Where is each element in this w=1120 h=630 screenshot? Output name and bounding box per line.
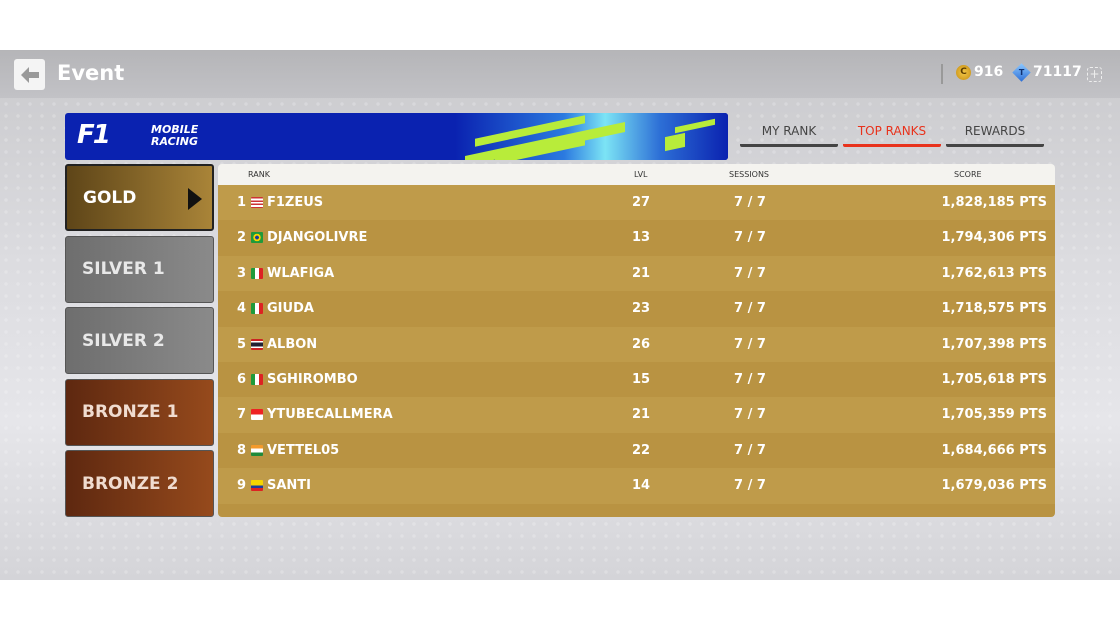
table-row[interactable]: 8 VETTEL05 22 7 / 7 1,684,666 PTS (218, 432, 1055, 469)
flag-icon (251, 444, 263, 456)
event-banner: F1 MOBILE RACING (65, 113, 728, 160)
tier-gold[interactable]: GOLD (65, 164, 214, 231)
player-name: ALBON (267, 336, 318, 352)
coin-balance: C 916 (956, 64, 1003, 80)
coin-icon: C (956, 64, 971, 80)
sessions-cell: 7 / 7 (734, 265, 766, 281)
rank-cell: 3 (236, 265, 246, 281)
flag-icon (251, 373, 263, 385)
score-cell: 1,705,618 PTS (941, 371, 1047, 387)
tier-silver-2[interactable]: SILVER 2 (65, 307, 214, 374)
rank-cell: 9 (236, 478, 246, 494)
level-cell: 15 (631, 371, 651, 387)
flag-icon (251, 303, 263, 315)
tier-bronze-1[interactable]: BRONZE 1 (65, 378, 214, 446)
table-row[interactable]: 4 GIUDA 23 7 / 7 1,718,575 PTS (218, 291, 1055, 327)
arrow-left-icon (20, 66, 39, 83)
sessions-cell: 7 / 7 (734, 230, 766, 246)
table-row[interactable]: 6 SGHIROMBO 15 7 / 7 1,705,618 PTS (218, 361, 1055, 398)
level-cell: 22 (631, 442, 651, 458)
score-cell: 1,718,575 PTS (941, 301, 1047, 317)
level-cell: 26 (631, 336, 651, 352)
flag-icon (251, 338, 263, 350)
play-arrow-icon (188, 188, 202, 210)
sessions-cell: 7 / 7 (734, 442, 766, 458)
flag-icon (251, 232, 263, 244)
level-cell: 21 (631, 265, 651, 281)
tab-my-rank[interactable]: MY RANK (740, 124, 838, 147)
tier-silver-1[interactable]: SILVER 1 (65, 235, 214, 303)
player-name: F1ZEUS (267, 195, 324, 210)
sessions-cell: 7 / 7 (734, 478, 766, 494)
table-row[interactable]: 9 SANTI 14 7 / 7 1,679,036 PTS (218, 468, 1055, 504)
tier-list: GOLD SILVER 1 SILVER 2 BRONZE 1 BRONZE 2 (65, 164, 214, 522)
level-cell: 14 (631, 478, 651, 494)
score-cell: 1,679,036 PTS (941, 478, 1047, 494)
table-header: RANK LVL SESSIONS SCORE (218, 164, 1055, 185)
sessions-cell: 7 / 7 (734, 195, 766, 210)
player-name: WLAFIGA (267, 265, 335, 281)
sessions-cell: 7 / 7 (734, 336, 766, 352)
add-currency-button[interactable]: + (1087, 67, 1102, 82)
rank-cell: 5 (236, 336, 246, 352)
token-icon: T (1012, 62, 1031, 82)
top-bar: Event C 916 T 71117 + (0, 50, 1120, 98)
leaderboard-table[interactable]: RANK LVL SESSIONS SCORE 1 F1ZEUS 27 7 / … (218, 164, 1055, 517)
player-name: SGHIROMBO (267, 371, 358, 387)
score-cell: 1,762,613 PTS (941, 265, 1047, 281)
tier-bronze-2[interactable]: BRONZE 2 (65, 450, 214, 517)
flag-icon (251, 267, 263, 279)
score-cell: 1,794,306 PTS (941, 230, 1047, 246)
flag-icon (251, 197, 263, 208)
table-row[interactable]: 3 WLAFIGA 21 7 / 7 1,762,613 PTS (218, 255, 1055, 292)
level-cell: 13 (631, 230, 651, 246)
tab-rewards[interactable]: REWARDS (946, 124, 1044, 147)
flag-icon (251, 409, 263, 421)
rank-cell: 7 (236, 407, 246, 423)
flag-icon (251, 480, 263, 492)
table-row[interactable]: 2 DJANGOLIVRE 13 7 / 7 1,794,306 PTS (218, 220, 1055, 256)
table-row-partial[interactable] (218, 503, 1055, 517)
score-cell: 1,684,666 PTS (941, 442, 1047, 458)
back-button[interactable] (14, 59, 45, 90)
player-name: YTUBECALLMERA (267, 407, 393, 423)
table-row[interactable]: 1 F1ZEUS 27 7 / 7 1,828,185 PTS (218, 185, 1055, 221)
score-cell: 1,828,185 PTS (941, 195, 1047, 210)
tab-top-ranks[interactable]: TOP RANKS (843, 124, 941, 147)
rank-cell: 2 (236, 230, 246, 246)
table-row[interactable]: 5 ALBON 26 7 / 7 1,707,398 PTS (218, 326, 1055, 362)
rank-cell: 6 (236, 371, 246, 387)
divider (941, 64, 943, 84)
token-balance: T 71117 (1012, 62, 1082, 82)
score-cell: 1,705,359 PTS (941, 407, 1047, 423)
sessions-cell: 7 / 7 (734, 301, 766, 317)
level-cell: 27 (631, 195, 651, 210)
player-name: DJANGOLIVRE (267, 230, 368, 246)
player-name: GIUDA (267, 301, 314, 317)
tab-bar: MY RANK TOP RANKS REWARDS (740, 124, 1044, 147)
level-cell: 21 (631, 407, 651, 423)
rank-cell: 1 (236, 195, 246, 210)
player-name: VETTEL05 (267, 442, 340, 458)
player-name: SANTI (267, 478, 312, 494)
score-cell: 1,707,398 PTS (941, 336, 1047, 352)
banner-artwork (455, 113, 728, 160)
table-row[interactable]: 7 YTUBECALLMERA 21 7 / 7 1,705,359 PTS (218, 397, 1055, 433)
rank-cell: 8 (236, 442, 246, 458)
rank-cell: 4 (236, 301, 246, 317)
sessions-cell: 7 / 7 (734, 371, 766, 387)
sessions-cell: 7 / 7 (734, 407, 766, 423)
level-cell: 23 (631, 301, 651, 317)
event-screen: Event C 916 T 71117 + F1 MOBILE RACING MY RA… (0, 50, 1120, 580)
page-title: Event (57, 61, 125, 85)
